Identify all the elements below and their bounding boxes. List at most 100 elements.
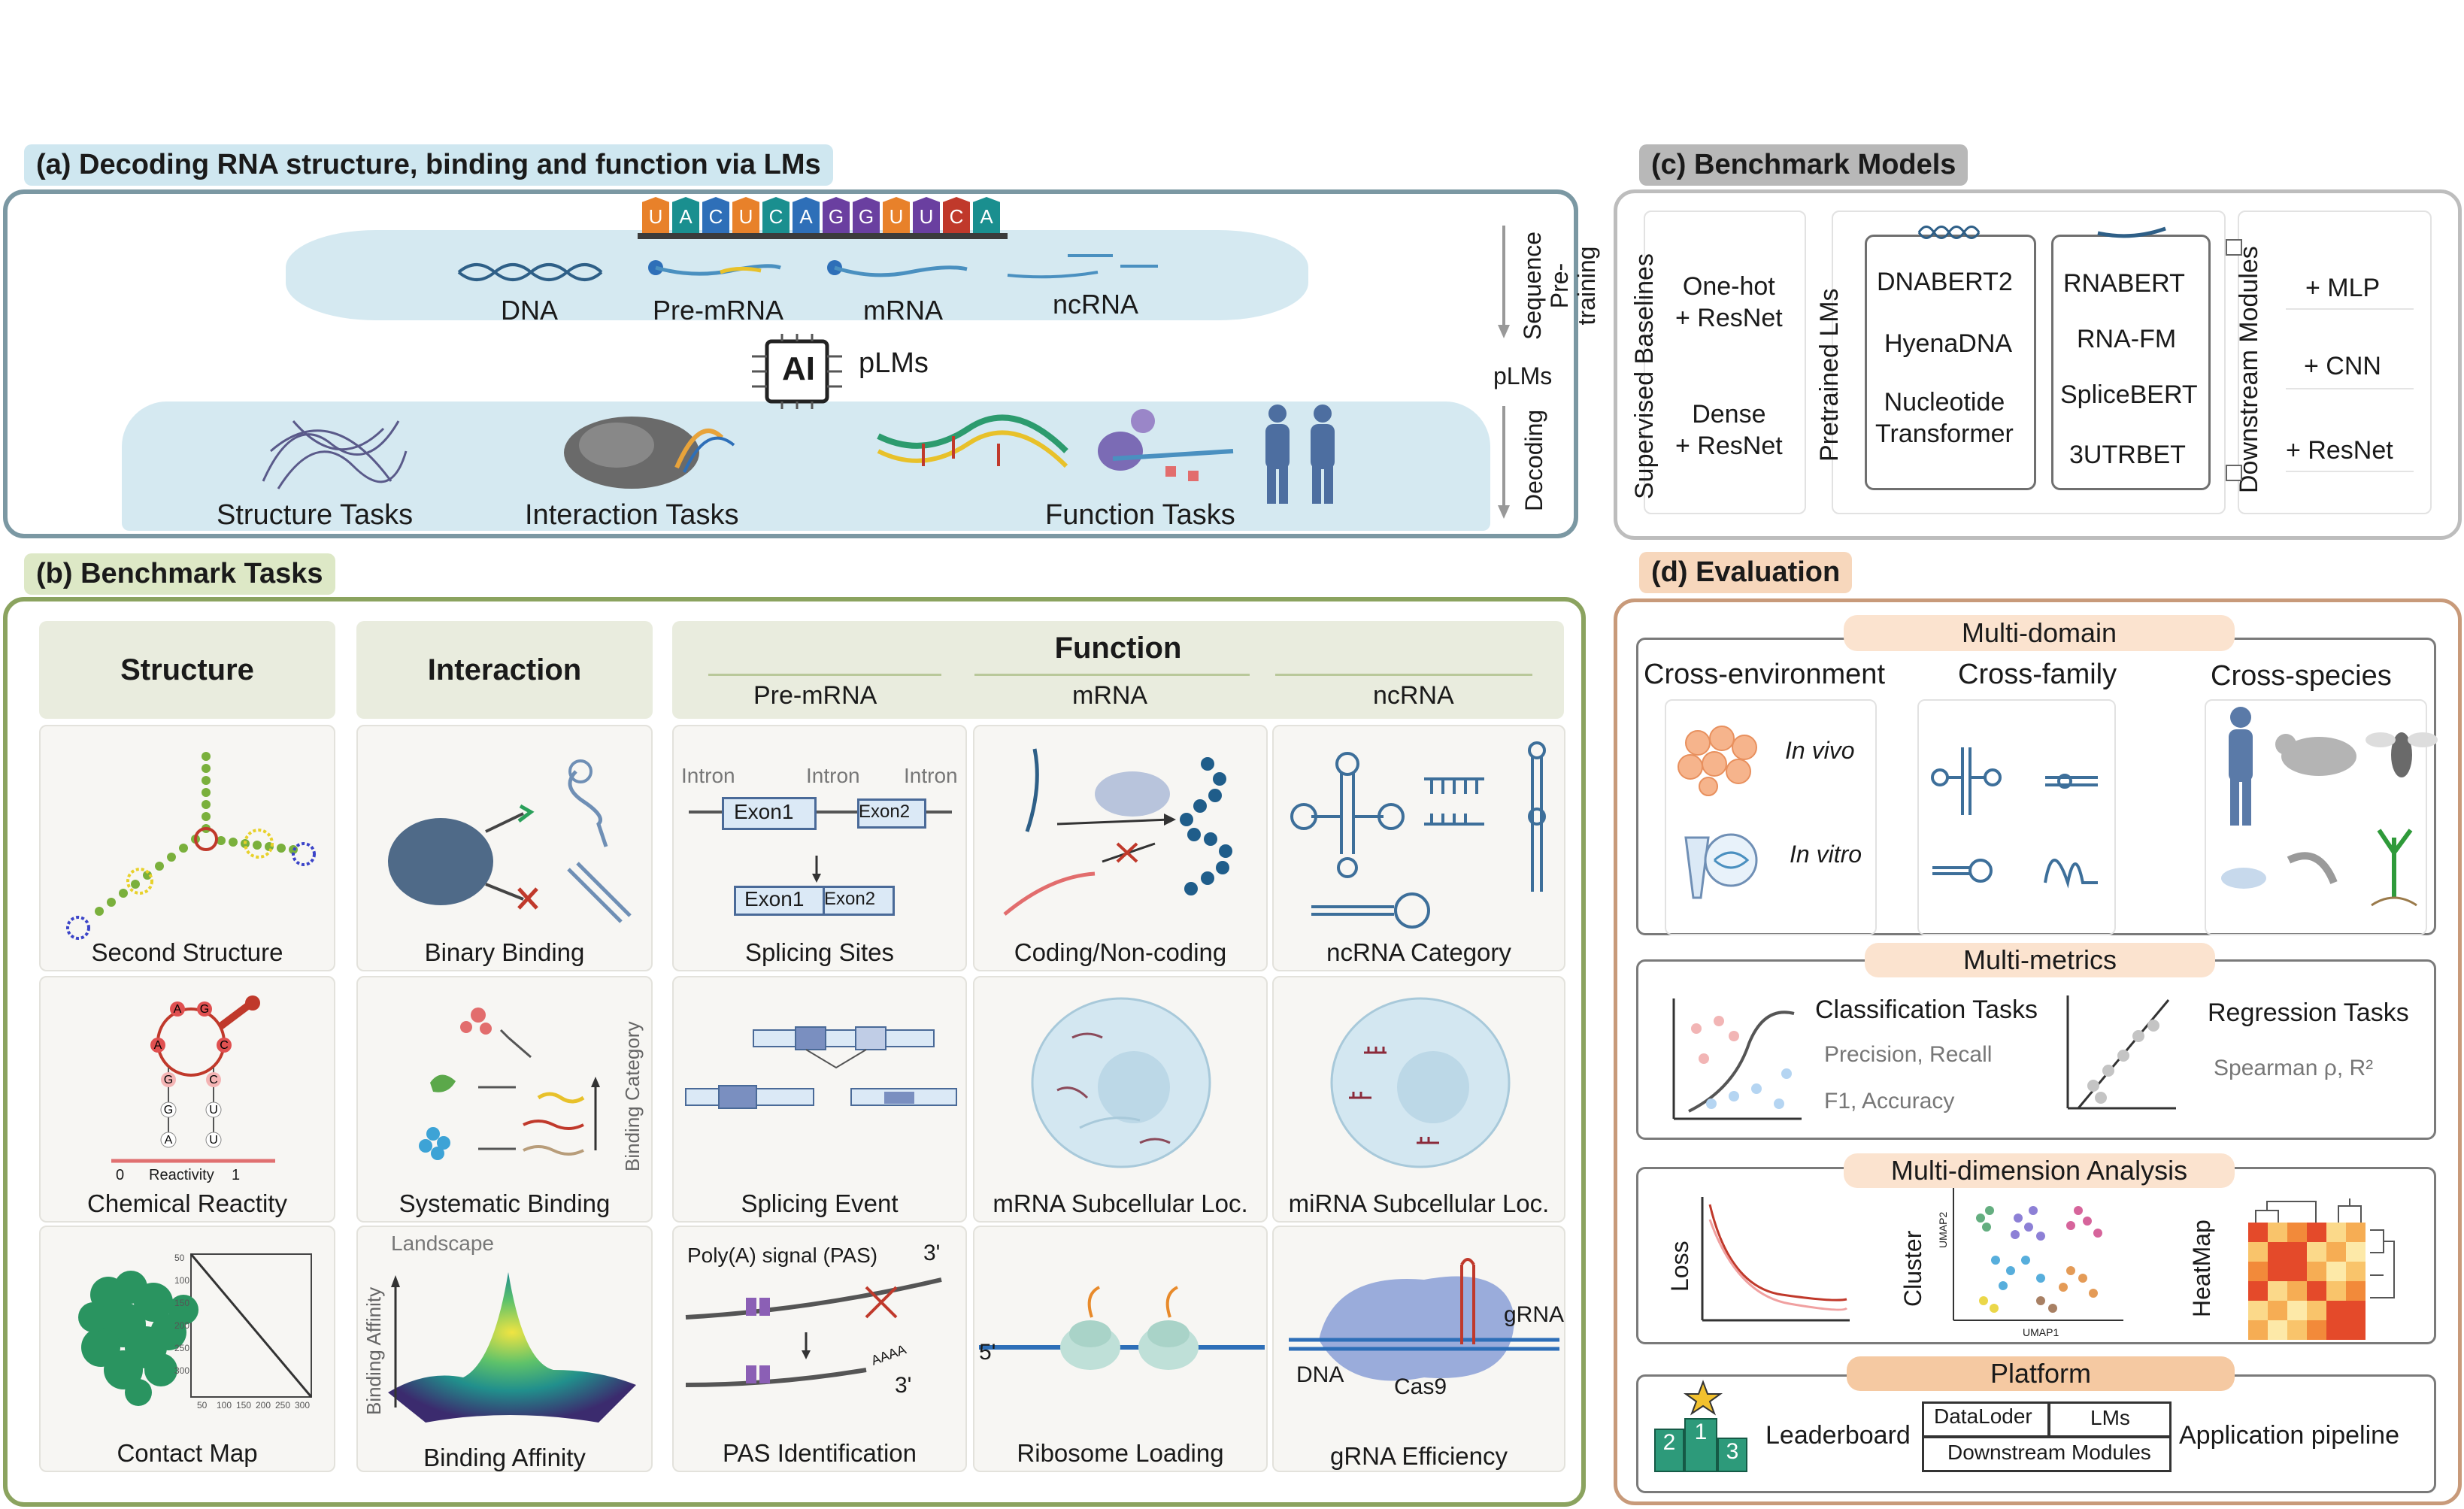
binding-affinity-surface-icon (388, 1272, 636, 1423)
splice-down-arrow (812, 856, 821, 883)
pipeline-dataloader-label: DataLoder (1934, 1404, 2032, 1428)
contact-map-ytick: 250 (174, 1343, 190, 1353)
heatmap-cell (2248, 1281, 2268, 1301)
heatmap-cell (2346, 1223, 2366, 1242)
heatmap-cell (2268, 1223, 2287, 1242)
heatmap-cell (2287, 1223, 2307, 1242)
module-divider-3 (2286, 471, 2414, 472)
heatmap-cell (2287, 1301, 2307, 1320)
caption-mirna-subcellular: miRNA Subcellular Loc. (1288, 1189, 1550, 1217)
heatmap-cell (2248, 1262, 2268, 1281)
landscape-label: Landscape (391, 1232, 495, 1255)
function-sub-pre-mrna: Pre-mRNA (753, 681, 877, 710)
loss-curve-icon (1701, 1197, 1850, 1322)
reactivity-zero: 0 (116, 1167, 125, 1183)
exon2-box-bottom (823, 886, 895, 916)
sequence-tag-4: U (732, 197, 759, 233)
label-mrna: mRNA (863, 295, 943, 326)
caption-ncrna-category: ncRNA Category (1326, 938, 1511, 966)
supervised-group (1644, 211, 1806, 514)
panel-d-title: (d) Evaluation (1639, 552, 1853, 593)
sequence-tag-7: G (823, 197, 850, 233)
sequence-tag-5: C (762, 197, 790, 233)
svg-text:G: G (164, 1104, 173, 1117)
task-band (122, 401, 1490, 531)
mrna-cell-icon (1031, 997, 1211, 1168)
panel-c-title: (c) Benchmark Models (1639, 144, 1968, 186)
caption-contact-map: Contact Map (117, 1439, 258, 1467)
heatmap-cell (2268, 1320, 2287, 1340)
heatmap-cell (2307, 1242, 2326, 1262)
header-function: Function (672, 621, 1564, 719)
cross-family-card (1917, 699, 2116, 935)
intron-label-3: Intron (904, 764, 958, 787)
caption-grna-efficiency: gRNA Efficiency (1330, 1442, 1508, 1470)
multi-domain-pill: Multi-domain (1844, 615, 2235, 651)
supervised-model-1: One-hot + ResNet (1675, 272, 1783, 332)
heatmap-cell (2248, 1320, 2268, 1340)
multi-metrics-pill: Multi-metrics (1865, 943, 2215, 977)
pipeline-downstream-label: Downstream Modules (1947, 1441, 2151, 1464)
class-metrics-1: Precision, Recall (1824, 1042, 1993, 1067)
module-divider-2 (2286, 388, 2414, 389)
sequence-tag-11: C (943, 197, 970, 233)
cell-systematic-binding: Binding Category Systematic Binding (356, 976, 653, 1223)
coding-noncoding-icon (1003, 748, 1232, 916)
sequence-tag-1: U (642, 197, 669, 233)
contact-map-ytick: 200 (174, 1320, 190, 1331)
heatmap-axis-label: HeatMap (2188, 1220, 2215, 1317)
heatmap-cell (2268, 1262, 2287, 1281)
heatmap-cell (2248, 1301, 2268, 1320)
panel-a-frame (3, 189, 1578, 538)
heatmap-cell (2326, 1242, 2346, 1262)
podium-third: 3 (1717, 1438, 1747, 1472)
model-splicebert: SpliceBERT (2060, 380, 2198, 409)
ai-chip-label: AI (782, 350, 815, 387)
test-tube-icon (1684, 833, 1758, 899)
splicing-event-icon (685, 1026, 957, 1109)
cell-splicing-sites: Intron Intron Intron Exon1 Exon2 Exon1 E… (672, 725, 967, 971)
svg-text:C: C (220, 1039, 229, 1052)
heatmap-cell (2287, 1320, 2307, 1340)
structure-tasks-label: Structure Tasks (217, 499, 414, 531)
exon2-label-top: Exon2 (859, 801, 911, 822)
function-line-1 (708, 674, 941, 676)
cell-pas-identification: Poly(A) signal (PAS) 3' AAAA 3' PAS Iden… (672, 1226, 967, 1472)
model-rna-fm: RNA-FM (2077, 325, 2177, 353)
caption-binding-affinity: Binding Affinity (423, 1444, 586, 1471)
heatmap-cell (2326, 1223, 2346, 1242)
splice-line-top (689, 811, 952, 814)
mirna-cell-icon (1330, 997, 1511, 1168)
panel-b-title: (b) Benchmark Tasks (24, 553, 335, 595)
caption-binary-binding: Binary Binding (424, 938, 585, 966)
exon1-label-top: Exon1 (734, 800, 794, 823)
pas-label: Poly(A) signal (PAS) (687, 1244, 878, 1267)
svg-text:C: C (209, 1074, 218, 1086)
cross-env-card (1665, 699, 1877, 935)
species-icon (2221, 707, 2438, 907)
pretrained-label: Pretrained LMs (1815, 288, 1844, 462)
contact-map-xtick: 250 (275, 1400, 291, 1411)
heatmap-cell (2307, 1320, 2326, 1340)
cell-splicing-event: Splicing Event (672, 976, 967, 1223)
podium: 2 1 3 (1654, 1418, 1749, 1472)
exon2-box-top (857, 798, 926, 829)
heatmap-cell (2307, 1223, 2326, 1242)
heatmap-cell (2326, 1320, 2346, 1340)
sequence-tag-8: G (853, 197, 880, 233)
downstream-bracket-top (2226, 239, 2242, 256)
chemical-reactivity-icon: A G A C G C G U A U (111, 995, 275, 1163)
caption-systematic-binding: Systematic Binding (399, 1189, 611, 1217)
human-figures-icon (1265, 405, 1335, 504)
sequence-baseline (638, 233, 1008, 239)
platform-pill: Platform (1847, 1356, 2235, 1391)
star-icon (1683, 1380, 1723, 1416)
cluster-axis-label: Cluster (1899, 1230, 1926, 1307)
heatmap-cell (2346, 1281, 2366, 1301)
heatmap-cell (2248, 1223, 2268, 1242)
interaction-tasks-label: Interaction Tasks (525, 499, 739, 531)
dna-models-icon (1917, 226, 1981, 239)
function-title: Function (1054, 632, 1182, 665)
function-line-2 (974, 674, 1250, 676)
